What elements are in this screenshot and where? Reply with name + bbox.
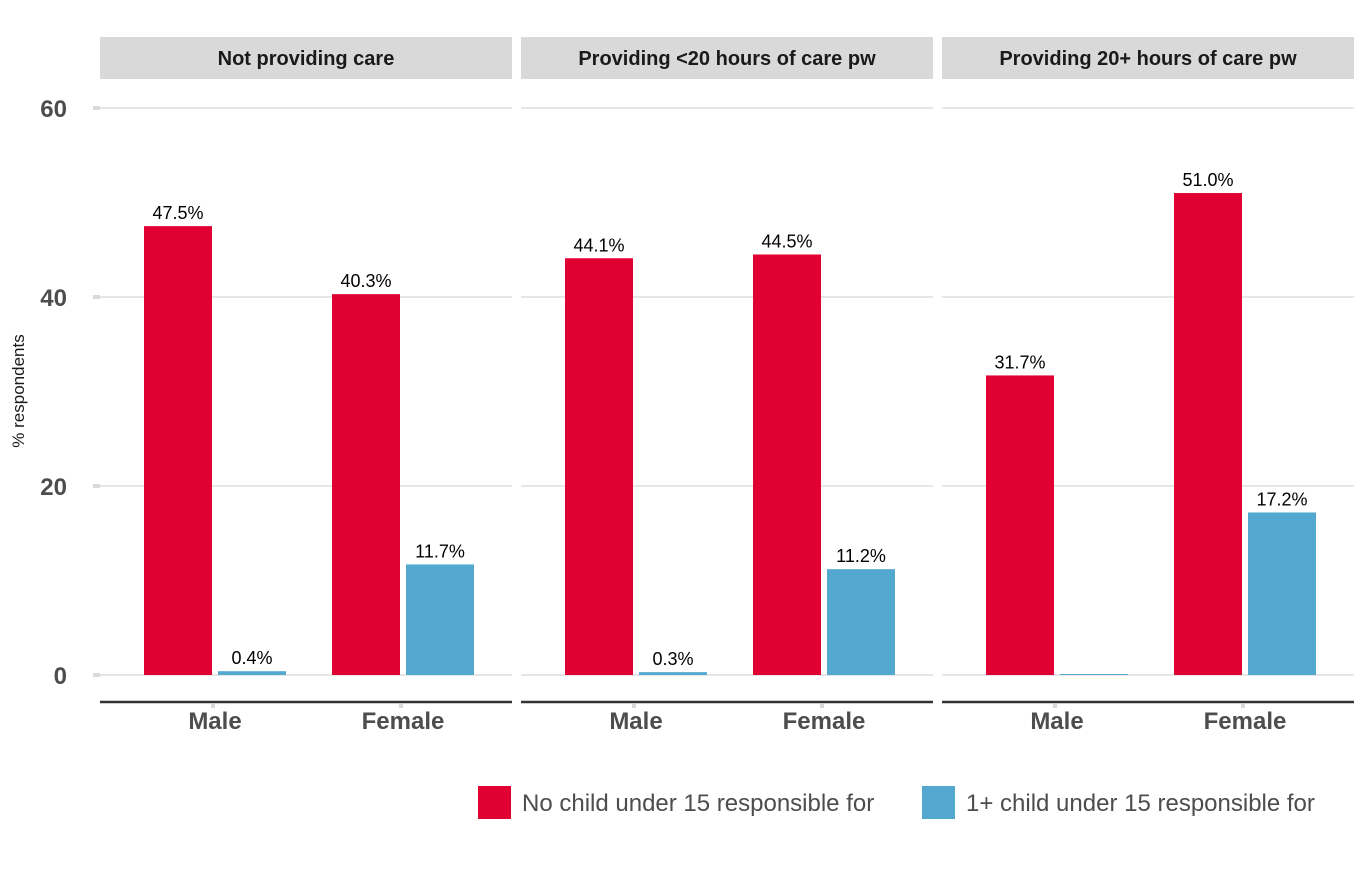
bar	[1060, 674, 1128, 675]
data-label: 11.7%	[415, 541, 465, 561]
facet-strip	[942, 37, 1354, 79]
legend-label: 1+ child under 15 responsible for	[966, 790, 1315, 817]
bar	[144, 226, 212, 675]
legend: No child under 15 responsible for 1+ chil…	[478, 786, 1315, 819]
gridlines	[100, 107, 1354, 676]
bar	[753, 254, 821, 675]
axes: Male Female Male Female Male Female 0 20 40 60	[40, 96, 1354, 735]
x-tick-label: Female	[783, 708, 866, 735]
bars	[144, 193, 1316, 676]
bar	[218, 671, 286, 675]
bar	[406, 564, 474, 675]
bar	[1248, 512, 1316, 675]
bar	[1174, 193, 1242, 676]
data-label: 44.5%	[761, 231, 812, 251]
x-tick-label: Male	[188, 708, 241, 735]
data-label: 44.1%	[573, 235, 624, 255]
bar	[639, 672, 707, 675]
data-label: 40.3%	[340, 271, 391, 291]
y-tick-label: 60	[40, 96, 67, 123]
data-label: 47.5%	[152, 203, 203, 223]
data-label: 31.7%	[994, 352, 1045, 372]
data-label: 0.4%	[231, 648, 272, 668]
legend-swatch	[922, 786, 955, 819]
data-label: 0.3%	[652, 649, 693, 669]
facet-title: Providing 20+ hours of care pw	[999, 48, 1297, 70]
x-tick-label: Male	[1030, 708, 1083, 735]
bar	[827, 569, 895, 675]
y-tick-label: 20	[40, 474, 67, 501]
bar	[986, 375, 1054, 675]
facet-title: Providing <20 hours of care pw	[578, 48, 876, 70]
bar	[565, 258, 633, 675]
facet-strips: Not providing care Providing <20 hours of…	[100, 37, 1354, 79]
facet-title: Not providing care	[218, 48, 395, 70]
legend-swatch	[478, 786, 511, 819]
y-axis-title: % respondents	[9, 334, 28, 447]
facet-strip	[521, 37, 933, 79]
data-labels: 47.5% 0.4% 40.3% 11.7% 44.1% 0.3% 44.5% 11.2% 31…	[152, 170, 1307, 669]
facet-strip	[100, 37, 512, 79]
x-tick-label: Male	[609, 708, 662, 735]
data-label: 17.2%	[1256, 489, 1307, 509]
y-tick-label: 0	[54, 663, 67, 690]
legend-label: No child under 15 responsible for	[522, 790, 874, 817]
data-label: 11.2%	[836, 546, 886, 566]
y-tick-label: 40	[40, 285, 67, 312]
data-label: 51.0%	[1182, 170, 1233, 190]
bar	[332, 294, 400, 675]
x-tick-label: Female	[362, 708, 445, 735]
x-tick-label: Female	[1204, 708, 1287, 735]
